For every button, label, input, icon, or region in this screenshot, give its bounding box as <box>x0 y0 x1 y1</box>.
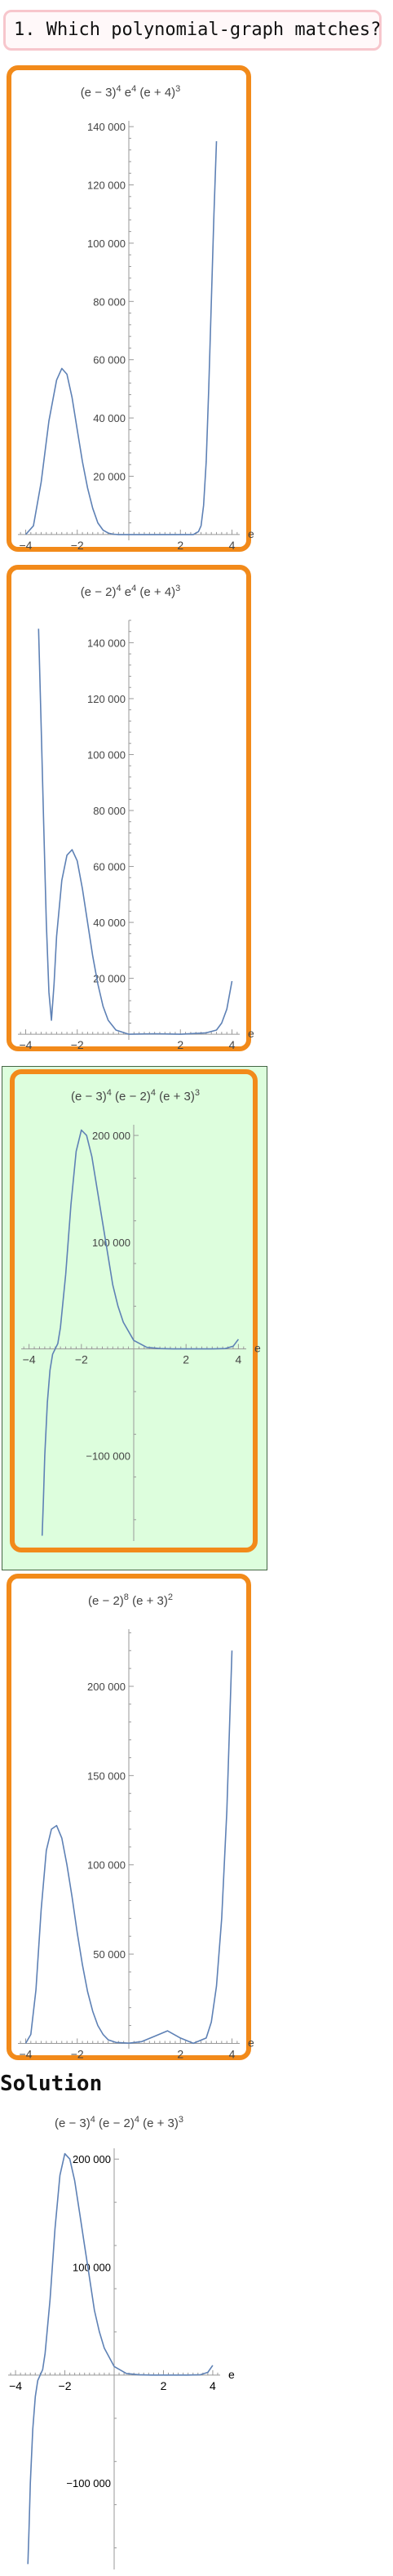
y-tick-label: 200 000 <box>92 1130 130 1142</box>
x-tick-label: −2 <box>75 1353 88 1366</box>
plot-title: (e − 3)4 (e − 2)4 (e + 3)3 <box>55 2115 183 2130</box>
x-tick-label: 2 <box>183 1353 189 1366</box>
y-tick-label: 100 000 <box>87 1859 126 1872</box>
question-text: 1. Which polynomial-graph matches? <box>14 20 382 40</box>
x-axis-label: e <box>254 1342 261 1355</box>
x-axis-label: e <box>248 2036 254 2049</box>
x-axis-label: e <box>248 1027 254 1040</box>
y-tick-label: −100 000 <box>86 1450 130 1462</box>
y-tick-label: 100 000 <box>73 2262 111 2274</box>
y-tick-label: 20 000 <box>93 973 126 985</box>
y-tick-label: 40 000 <box>93 917 126 929</box>
x-tick-label: 4 <box>210 2379 216 2392</box>
plot-title: (e − 2)4 e4 (e + 4)3 <box>81 584 181 599</box>
choice-1-plot: (e − 3)4 e4 (e + 4)3 −4 −2 2 4e 20 000 40 000 6… <box>18 84 254 552</box>
x-tick-label: −4 <box>23 1353 36 1366</box>
y-tick-label: 140 000 <box>87 121 126 133</box>
curve-series <box>27 2152 214 2565</box>
plot-title: (e − 3)4 (e − 2)4 (e + 3)3 <box>71 1088 200 1104</box>
x-axis-label: e <box>228 2368 235 2381</box>
choice-4[interactable]: (e − 2)8 (e + 3)2 −4 −2 2 4 e 50 000 100 000 150… <box>7 1574 254 2060</box>
x-tick-label: 4 <box>229 2047 236 2060</box>
x-tick-label: −4 <box>20 1038 33 1051</box>
y-tick-label: 50 000 <box>93 1948 126 1961</box>
curve-series <box>41 1129 240 1536</box>
x-tick-label: −4 <box>20 2047 33 2060</box>
x-tick-label: 2 <box>177 2047 183 2060</box>
y-tick-label: 120 000 <box>87 693 126 705</box>
x-tick-label: −4 <box>9 2379 22 2392</box>
x-tick-label: −2 <box>59 2379 72 2392</box>
plot-title: (e − 3)4 e4 (e + 4)3 <box>81 84 181 100</box>
choice-3-plot: (e − 3)4 (e − 2)4 (e + 3)3 −4 −2 2 4e −100 00… <box>21 1088 261 1541</box>
x-axis-label: e <box>248 527 254 540</box>
curve-series <box>38 628 233 1035</box>
solution-plot: (e − 3)4 (e − 2)4 (e + 3)3 −4 −2 2 4e −100 00… <box>8 2115 235 2569</box>
y-tick-label: 40 000 <box>93 412 126 424</box>
x-tick-label: 2 <box>161 2379 167 2392</box>
x-tick-label: 4 <box>229 1038 236 1051</box>
y-tick-label: 100 000 <box>92 1237 130 1249</box>
y-tick-label: −100 000 <box>66 2477 111 2489</box>
x-tick-label: −2 <box>71 539 84 552</box>
choice-2-plot: (e − 2)4 e4 (e + 4)3 −4 −2 2 4e 20 000 40 000 6… <box>18 584 254 1051</box>
y-tick-label: 150 000 <box>87 1770 126 1782</box>
plot-title: (e − 2)8 (e + 3)2 <box>88 1592 173 1608</box>
y-tick-label: 80 000 <box>93 295 126 308</box>
choice-1[interactable]: (e − 3)4 e4 (e + 4)3 −4 −2 2 4 e 20 000 40 000 6… <box>7 65 254 552</box>
y-tick-label: 20 000 <box>93 470 126 482</box>
x-tick-label: 2 <box>177 1038 183 1051</box>
y-tick-label: 200 000 <box>73 2153 111 2165</box>
y-tick-label: 140 000 <box>87 637 126 649</box>
x-tick-label: 4 <box>229 539 236 552</box>
curve-series <box>24 140 218 535</box>
y-tick-label: 60 000 <box>93 354 126 366</box>
x-tick-label: −2 <box>71 1038 84 1051</box>
y-tick-label: 120 000 <box>87 180 126 192</box>
y-tick-label: 60 000 <box>93 861 126 873</box>
y-tick-label: 80 000 <box>93 805 126 817</box>
choice-2[interactable]: (e − 2)4 e4 (e + 4)3 −4 −2 2 4 e 20 000 40 000 6… <box>7 565 254 1051</box>
choice-4-plot: (e − 2)8 (e + 3)2 −4 −2 2 4e 50 000 100 000 150… <box>18 1592 254 2060</box>
y-tick-label: 100 000 <box>87 238 126 250</box>
x-tick-label: −4 <box>20 539 33 552</box>
choice-3[interactable]: (e − 3)4 (e − 2)4 (e + 3)3 −4 −2 2 4 e −100 00… <box>10 1069 261 1552</box>
x-tick-label: −2 <box>71 2047 84 2060</box>
x-tick-label: 2 <box>177 539 183 552</box>
y-tick-label: 100 000 <box>87 748 126 761</box>
x-tick-label: 4 <box>235 1353 241 1366</box>
solution-heading: Solution <box>0 2072 103 2096</box>
curve-series <box>24 1650 233 2045</box>
question-box: 1. Which polynomial-graph matches? <box>3 10 382 51</box>
y-tick-label: 200 000 <box>87 1681 126 1693</box>
